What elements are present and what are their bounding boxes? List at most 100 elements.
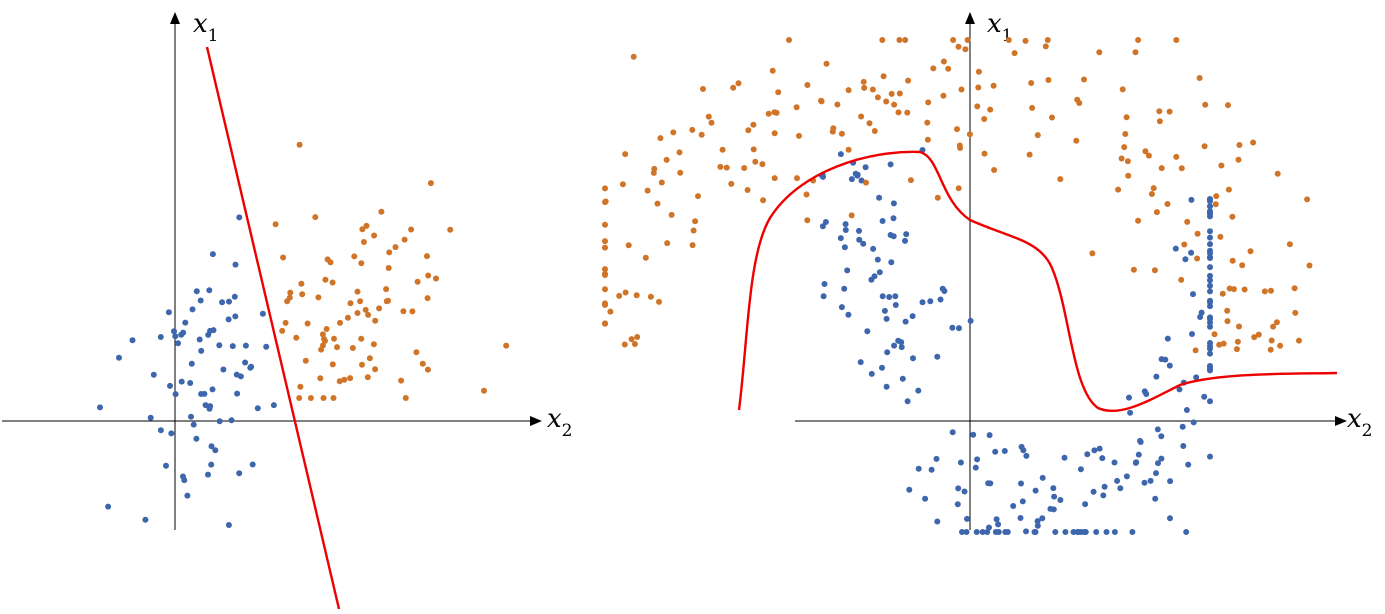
linear-decision-boundary (205, 46, 341, 610)
class-b-point (975, 84, 982, 91)
class-a-point (1207, 196, 1213, 202)
class-b-point (1235, 156, 1242, 163)
class-a-point (838, 304, 845, 311)
class-b-point (1194, 230, 1201, 237)
class-a-point (220, 366, 227, 373)
class-b-point (359, 226, 366, 233)
class-b-point (307, 395, 314, 401)
class-b-point (834, 101, 841, 108)
class-a-point (954, 501, 961, 508)
class-a-point (1147, 477, 1154, 484)
class-b-point (602, 286, 608, 293)
class-b-point (419, 360, 426, 367)
class-a-point (1091, 447, 1098, 454)
class-a-point (842, 221, 849, 228)
class-a-point (862, 164, 869, 171)
class-b-point (735, 80, 742, 87)
class-b-point (1306, 262, 1313, 269)
class-a-point (1207, 365, 1213, 372)
right-y-axis-label: x1 (987, 9, 1013, 46)
class-b-point (364, 374, 371, 381)
class-a-point (974, 456, 981, 463)
class-b-point (351, 253, 358, 260)
left-class-b-points (272, 141, 510, 401)
class-b-point (692, 218, 699, 225)
class-b-point (796, 132, 802, 139)
class-a-point (928, 466, 935, 473)
class-a-point (1062, 529, 1069, 535)
class-b-point (803, 191, 810, 198)
class-a-point (1101, 483, 1108, 490)
class-b-point (966, 131, 973, 138)
class-a-point (886, 294, 893, 300)
class-a-point (1183, 529, 1190, 535)
class-a-point (902, 237, 908, 244)
class-a-point (189, 306, 196, 313)
class-b-point (1211, 331, 1218, 338)
class-b-point (830, 125, 837, 132)
class-b-point (695, 193, 701, 200)
class-b-point (786, 37, 792, 43)
class-a-point (1207, 203, 1213, 210)
class-a-point (964, 515, 970, 522)
class-a-point (182, 319, 189, 326)
class-b-point (1219, 290, 1226, 297)
class-a-point (208, 443, 215, 450)
class-b-point (1286, 241, 1293, 248)
class-b-point (602, 300, 608, 307)
class-a-point (1207, 277, 1213, 284)
class-a-point (904, 398, 911, 405)
class-a-point (1100, 492, 1107, 499)
class-a-point (967, 317, 974, 324)
class-b-point (1268, 287, 1274, 294)
class-b-point (1135, 217, 1142, 224)
class-b-point (879, 37, 886, 43)
class-b-point (760, 197, 767, 204)
class-a-point (1093, 529, 1100, 535)
class-a-point (934, 518, 941, 525)
class-b-point (1268, 337, 1275, 344)
class-b-point (924, 119, 931, 126)
class-a-point (193, 435, 200, 442)
class-a-point (995, 529, 1002, 535)
class-b-point (677, 169, 684, 176)
class-a-point (848, 176, 855, 183)
class-a-point (1188, 249, 1195, 256)
class-b-point (934, 194, 941, 201)
class-b-point (1076, 100, 1083, 106)
class-a-point (129, 337, 136, 344)
class-a-point (147, 414, 154, 421)
class-b-point (392, 244, 399, 251)
class-a-point (116, 354, 122, 361)
class-a-point (927, 298, 934, 305)
class-b-point (956, 142, 963, 149)
class-b-point (657, 135, 664, 142)
class-b-point (823, 60, 830, 67)
class-a-point (1162, 356, 1169, 363)
class-b-point (1164, 201, 1171, 207)
class-a-point (1207, 254, 1213, 261)
class-b-point (818, 98, 825, 105)
class-a-point (165, 309, 172, 316)
class-a-point (157, 334, 164, 340)
class-b-point (616, 292, 623, 299)
class-b-point (433, 275, 439, 282)
class-b-point (940, 92, 947, 99)
class-b-point (625, 242, 632, 249)
class-a-point (972, 464, 979, 471)
class-a-point (993, 516, 1000, 523)
class-b-point (838, 130, 845, 137)
class-a-point (1207, 398, 1213, 405)
class-a-point (1154, 426, 1161, 433)
class-a-point (105, 503, 112, 510)
class-a-point (1123, 473, 1130, 480)
class-a-point (1190, 291, 1196, 298)
class-b-point (402, 395, 409, 401)
class-a-point (876, 194, 883, 201)
class-b-point (1166, 108, 1173, 115)
class-a-point (1039, 474, 1046, 481)
class-b-point (794, 175, 800, 182)
class-a-point (209, 251, 216, 258)
class-b-point (1261, 288, 1268, 295)
